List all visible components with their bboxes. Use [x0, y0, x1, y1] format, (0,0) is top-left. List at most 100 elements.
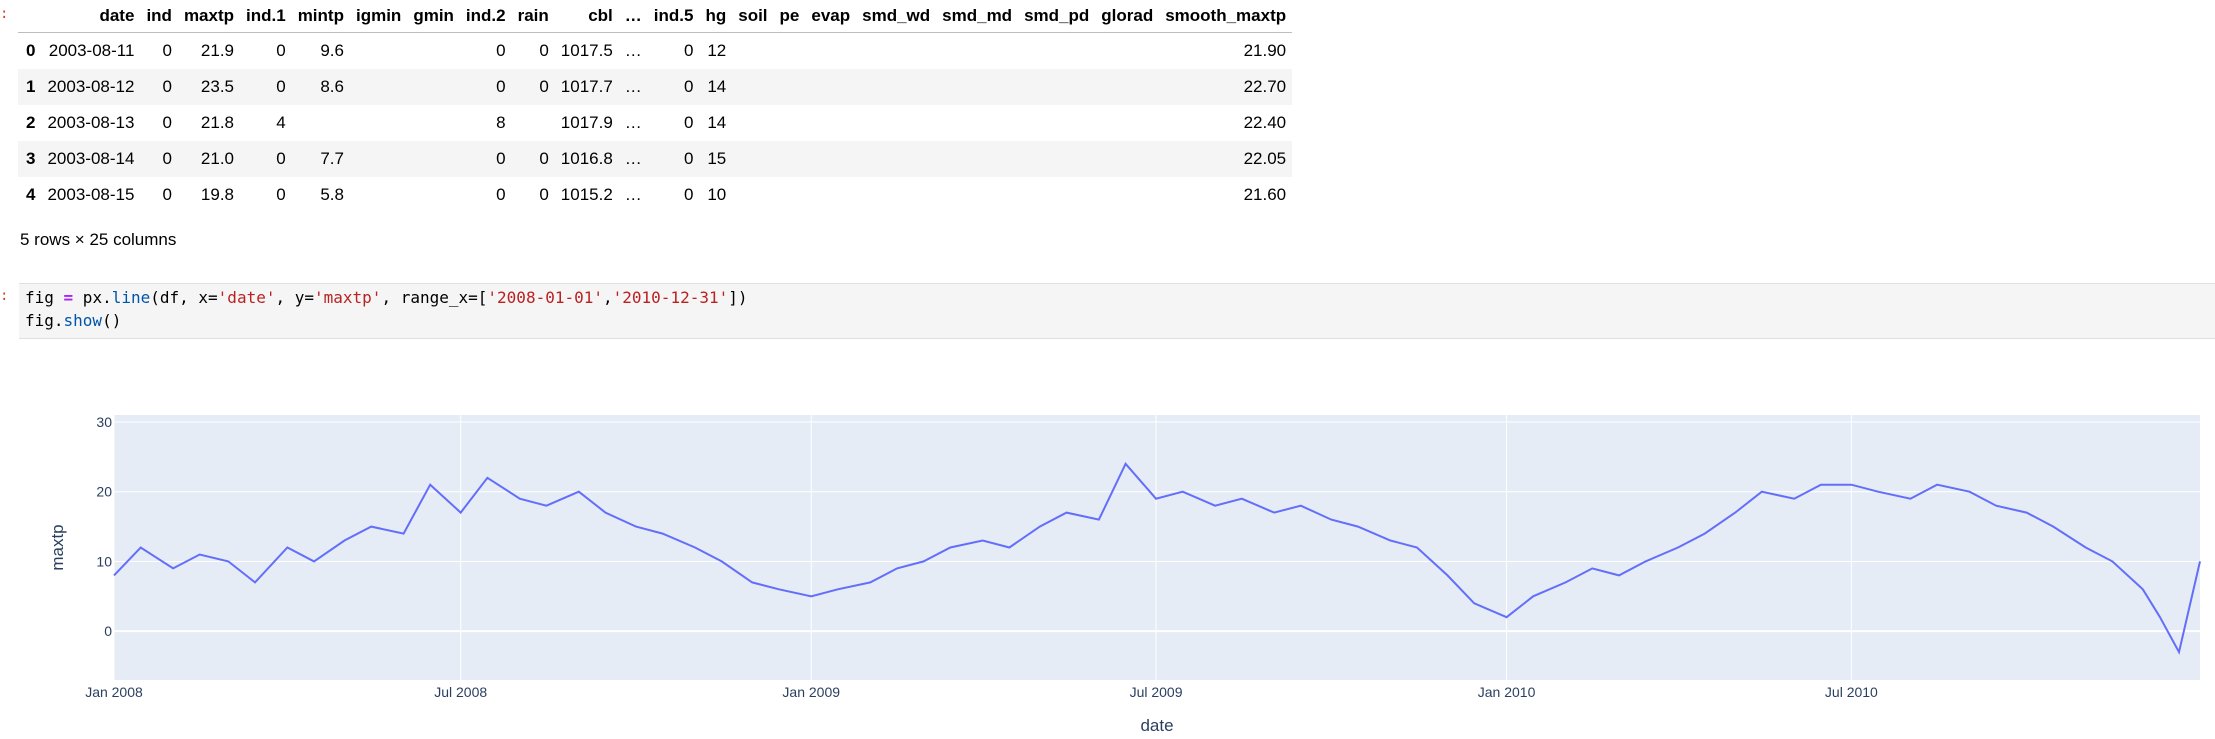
table-cell: 5.8	[320, 185, 344, 204]
table-cell	[1095, 105, 1159, 141]
row-index: 4	[26, 185, 36, 204]
y-tick-label: 30	[96, 414, 112, 430]
table-cell	[512, 105, 555, 141]
table-cell	[407, 141, 460, 177]
table-cell: 0	[162, 77, 172, 96]
table-cell: 0	[276, 185, 286, 204]
column-header: …	[618, 0, 648, 33]
table-cell	[732, 33, 773, 70]
table-row: 3 2003-08-14 0 21.0 0 7.7 0 0 1016.8 … 0 15 22.05	[18, 141, 1293, 177]
table-cell	[1018, 141, 1095, 177]
table-cell	[1095, 69, 1159, 105]
column-header: smd_pd	[1018, 0, 1096, 33]
column-header: glorad	[1095, 0, 1160, 33]
column-header: ind.2	[459, 0, 512, 33]
y-tick-label: 10	[96, 553, 112, 569]
column-header: ind.5	[647, 0, 700, 33]
column-header: maxtp	[177, 0, 241, 33]
table-cell	[774, 33, 806, 70]
table-cell: 2003-08-12	[47, 77, 135, 96]
table-cell: 1017.5	[560, 41, 613, 60]
table-cell	[936, 33, 1018, 70]
table-cell	[774, 141, 806, 177]
table-cell	[856, 177, 936, 213]
table-cell: 0	[539, 41, 549, 60]
table-cell	[407, 33, 460, 70]
table-cell: 23.5	[200, 77, 235, 96]
table-cell: 0	[539, 149, 549, 168]
table-cell: 14	[707, 77, 727, 96]
plot-area	[114, 415, 2200, 680]
table-cell: 19.8	[200, 185, 235, 204]
code-line-1: fig = px.line(df, x='date', y='maxtp', r…	[25, 288, 748, 307]
table-cell: 0	[496, 149, 506, 168]
table-cell: …	[624, 149, 642, 168]
table-cell	[774, 105, 806, 141]
column-header: igmin	[349, 0, 408, 33]
table-cell: 2003-08-13	[47, 113, 135, 132]
table-cell	[350, 105, 407, 141]
table-cell	[1018, 33, 1095, 70]
table-cell	[1018, 105, 1095, 141]
y-axis-title: maxtp	[48, 524, 67, 570]
table-cell	[805, 105, 856, 141]
table-cell	[936, 69, 1018, 105]
cell-prompt-output: :	[0, 6, 9, 22]
code-cell[interactable]: fig = px.line(df, x='date', y='maxtp', r…	[19, 283, 2215, 339]
table-row: 1 2003-08-12 0 23.5 0 8.6 0 0 1017.7 … 0 14 22.70	[18, 69, 1293, 105]
table-cell: 14	[707, 113, 727, 132]
table-cell: 9.6	[320, 41, 344, 60]
table-cell: …	[624, 185, 642, 204]
table-cell	[732, 141, 773, 177]
table-cell	[1095, 177, 1159, 213]
table-cell: 0	[496, 77, 506, 96]
row-index: 2	[26, 113, 36, 132]
table-row: 0 2003-08-11 0 21.9 0 9.6 0 0 1017.5… 0 12 21.90	[18, 32, 1293, 70]
table-cell	[407, 177, 460, 213]
table-cell	[856, 105, 936, 141]
maxtp-series-line	[113, 461, 2201, 655]
table-cell: 1017.7	[560, 77, 613, 96]
table-cell	[936, 177, 1018, 213]
table-cell: 0	[539, 77, 549, 96]
code-line-2: fig.show()	[25, 311, 122, 330]
table-cell: …	[624, 77, 642, 96]
table-cell: 2003-08-14	[47, 149, 135, 168]
table-cell	[407, 69, 460, 105]
table-cell: 8.6	[320, 77, 344, 96]
table-cell	[805, 141, 856, 177]
table-cell: 1016.8	[560, 149, 613, 168]
column-header: gmin	[407, 0, 460, 33]
x-tick-label: Jul 2010	[1825, 684, 1878, 700]
x-tick-label: Jul 2009	[1130, 684, 1183, 700]
table-cell: 2003-08-15	[47, 185, 135, 204]
table-cell: 0	[276, 41, 286, 60]
table-cell: 12	[707, 41, 727, 60]
table-cell: 0	[683, 41, 694, 60]
line-chart[interactable]: Jan 2008 Jul 2008 Jan 2009 Jul 2009 Jan 2010…	[0, 400, 2215, 739]
x-tick-label: Jan 2008	[85, 684, 143, 700]
table-row: 4 2003-08-15 0 19.8 0 5.8 0 0 1015.2 … 0 10 21.60	[18, 177, 1293, 213]
table-cell: 21.0	[200, 149, 235, 168]
column-header: ind.1	[240, 0, 292, 33]
table-cell	[732, 69, 773, 105]
table-cell	[732, 177, 773, 213]
dataframe-table: date ind maxtp ind.1 mintp igmin gmin ind.2 rain…	[18, 0, 1293, 213]
column-header: cbl	[554, 0, 619, 33]
table-cell	[1018, 69, 1095, 105]
table-cell	[805, 69, 856, 105]
table-cell	[856, 69, 936, 105]
table-cell: 22.70	[1243, 77, 1287, 96]
table-cell	[350, 69, 407, 105]
table-cell: 0	[162, 149, 172, 168]
table-cell: 1015.2	[560, 185, 613, 204]
table-cell	[936, 105, 1018, 141]
table-cell	[856, 141, 936, 177]
column-header: pe	[773, 0, 806, 33]
table-cell	[1018, 177, 1095, 213]
x-tick-label: Jul 2008	[434, 684, 487, 700]
table-cell	[732, 105, 773, 141]
index-header	[18, 0, 42, 33]
column-header: hg	[699, 0, 733, 33]
table-cell: 0	[162, 113, 172, 132]
